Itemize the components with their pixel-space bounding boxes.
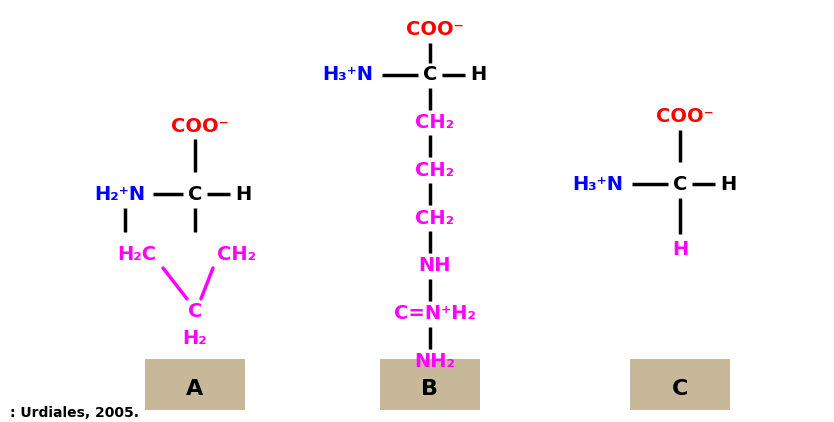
Text: H: H <box>672 240 688 259</box>
Text: CH₂: CH₂ <box>415 113 455 132</box>
Text: CH₂: CH₂ <box>415 161 455 180</box>
Text: H₂⁺N: H₂⁺N <box>94 185 146 204</box>
Bar <box>380 359 480 411</box>
Text: COO⁻: COO⁻ <box>406 20 464 39</box>
Text: C=N⁺H₂: C=N⁺H₂ <box>394 304 476 323</box>
Text: H₃⁺N: H₃⁺N <box>572 175 624 194</box>
Text: H₂: H₂ <box>183 329 208 348</box>
Text: C: C <box>672 379 688 398</box>
Text: CH₂: CH₂ <box>218 244 257 263</box>
Text: H: H <box>470 65 486 84</box>
Text: NH₂: NH₂ <box>414 352 455 371</box>
Bar <box>145 359 245 411</box>
Text: C: C <box>188 185 202 204</box>
Text: C: C <box>188 302 202 321</box>
Bar <box>630 359 730 411</box>
Text: C: C <box>673 175 687 194</box>
Text: COO⁻: COO⁻ <box>171 117 229 136</box>
Text: COO⁻: COO⁻ <box>656 107 714 126</box>
Text: C: C <box>423 65 437 84</box>
Text: CH₂: CH₂ <box>415 208 455 227</box>
Text: H₃⁺N: H₃⁺N <box>323 65 374 84</box>
Text: H: H <box>235 185 251 204</box>
Text: : Urdiales, 2005.: : Urdiales, 2005. <box>10 406 139 420</box>
Text: B: B <box>421 379 439 398</box>
Text: A: A <box>186 379 203 398</box>
Text: H: H <box>720 175 736 194</box>
Text: NH: NH <box>419 257 451 276</box>
Text: H₂C: H₂C <box>118 244 157 263</box>
